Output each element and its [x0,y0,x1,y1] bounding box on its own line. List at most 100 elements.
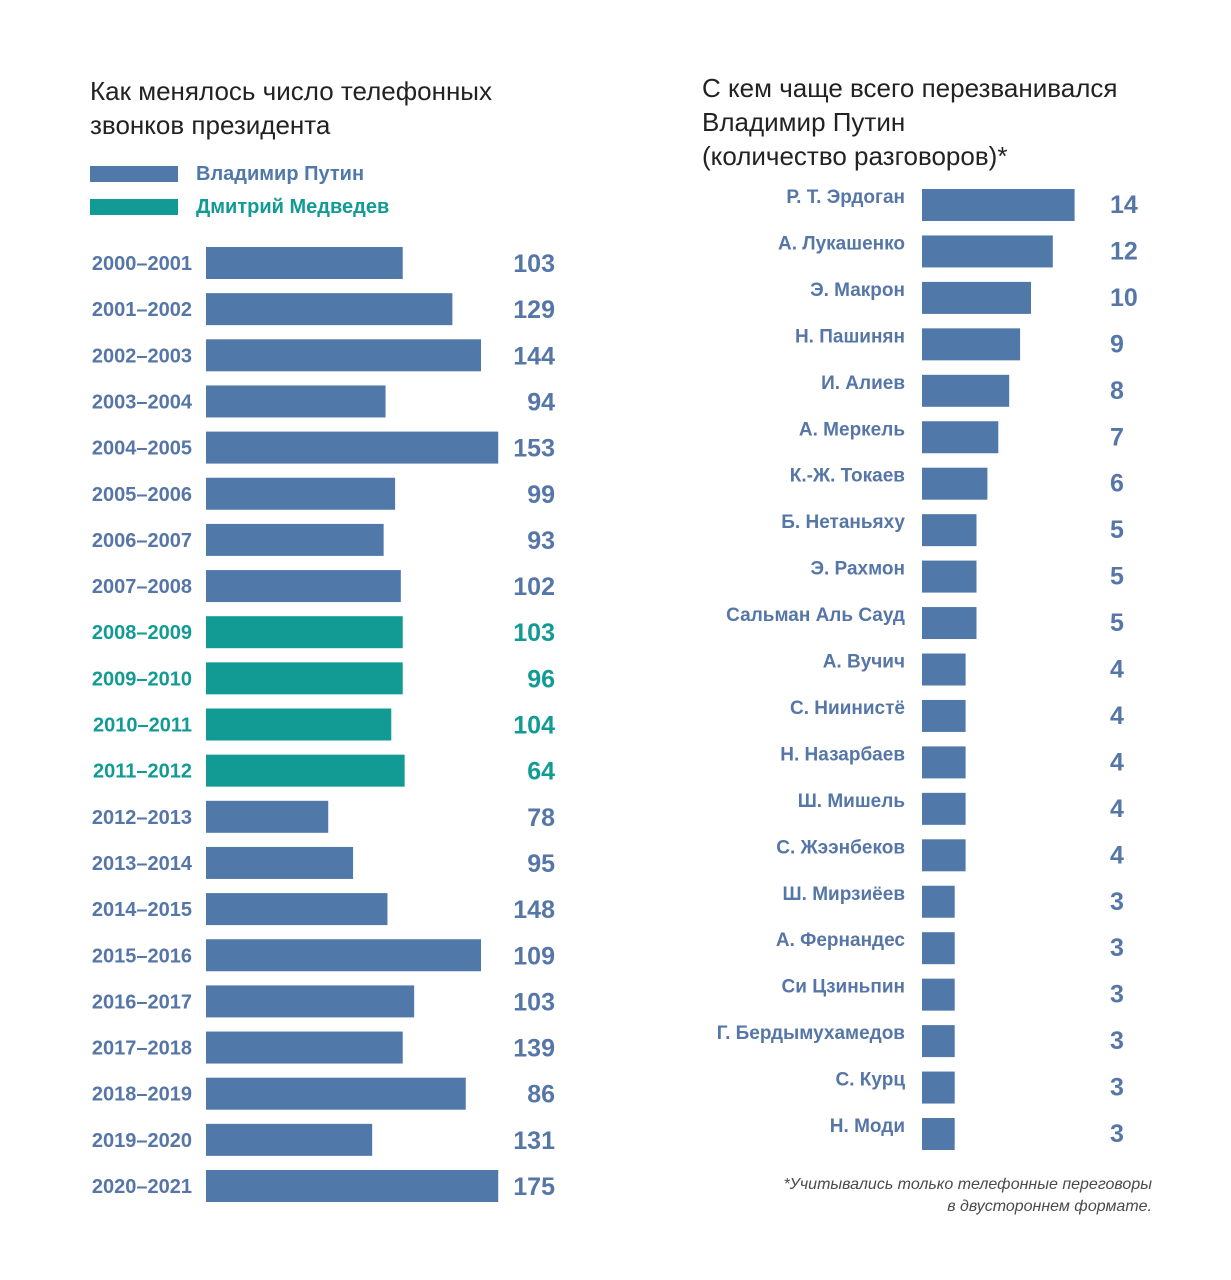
category-label: А. Фернандес [776,930,906,951]
category-label: 2003–2004 [92,391,193,413]
value-label: 109 [513,942,555,970]
value-label: 129 [513,296,555,324]
category-label: 2010–2011 [93,715,192,737]
bar [922,421,999,454]
category-label: А. Лукашенко [778,233,905,254]
bar [206,939,482,972]
category-label: Ш. Мишель [798,791,905,812]
bar [206,570,401,603]
value-label: 95 [527,850,555,878]
value-label: 3 [1110,934,1124,962]
bar [206,708,392,741]
value-label: 12 [1110,237,1138,265]
value-label: 94 [527,388,555,416]
footnote: *Учитывались только телефонные переговор… [783,1176,1152,1215]
value-label: 64 [527,758,555,786]
bar [922,978,955,1011]
left-bar-chart: 2000–2001 103 2001–2002 129 2002–2003 144 2003… [92,247,555,1202]
category-label: 2002–2003 [92,345,192,367]
bar [206,800,329,833]
value-label: 5 [1110,609,1124,637]
category-label: 2019–2020 [92,1130,192,1152]
category-label: 2018–2019 [92,1084,192,1106]
category-label: 2014–2015 [92,899,192,921]
value-label: 8 [1110,377,1124,405]
category-label: Н. Моди [830,1116,905,1137]
value-label: 144 [513,342,555,370]
bar [922,792,966,825]
bar [206,1031,403,1064]
category-label: Б. Нетаньяху [781,512,905,533]
legend-swatch-medvedev [90,199,178,215]
category-label: А. Вучич [823,652,905,673]
value-label: 93 [527,527,555,555]
value-label: 4 [1110,748,1124,776]
value-label: 103 [513,988,555,1016]
bar [922,189,1075,221]
value-label: 3 [1110,1027,1124,1055]
legend-label-putin: Владимир Путин [196,162,365,185]
bar [922,1071,955,1104]
bar [922,560,977,593]
bar [922,885,955,918]
bar [206,523,384,556]
left-chart-title: Как менялось число телефонных звонков пр… [90,76,492,140]
value-label: 3 [1110,981,1124,1009]
bar [922,1025,955,1058]
value-label: 4 [1110,656,1124,684]
category-label: 2016–2017 [92,991,192,1013]
bar [206,477,396,510]
bar [206,339,482,372]
value-label: 4 [1110,841,1124,869]
category-label: Ш. Мирзиёев [783,884,905,905]
bar [922,746,966,779]
category-label: 2000–2001 [92,253,192,275]
category-label: 2006–2007 [92,530,192,552]
value-label: 78 [527,804,555,832]
value-label: 96 [527,665,555,693]
value-label: 103 [513,250,555,278]
bar [922,839,966,872]
legend-label-medvedev: Дмитрий Медведев [196,195,390,218]
value-label: 99 [527,481,555,509]
category-label: 2013–2014 [92,853,193,875]
bar [922,281,1031,314]
category-label: Р. Т. Эрдоган [786,187,905,208]
bar [922,1118,955,1150]
value-label: 7 [1110,423,1124,451]
category-label: И. Алиев [821,373,905,394]
category-label: 2012–2013 [92,807,192,829]
category-label: 2007–2008 [92,576,192,598]
bar [206,431,499,464]
category-label: С. Ниинистё [790,698,905,719]
category-label: Э. Макрон [810,280,905,301]
value-label: 148 [513,896,555,924]
bar [206,1123,373,1156]
value-label: 4 [1110,702,1124,730]
category-label: Сальман Аль Сауд [726,605,905,626]
category-label: А. Меркель [799,419,905,440]
bar [922,514,977,547]
value-label: 86 [527,1081,555,1109]
category-label: Н. Назарбаев [780,744,905,765]
category-label: 2005–2006 [92,484,192,506]
category-label: 2015–2016 [92,945,192,967]
value-label: 5 [1110,563,1124,591]
category-label: С. Курц [836,1070,906,1091]
bar [922,374,1010,407]
value-label: 131 [513,1127,555,1155]
category-label: 2011–2012 [93,761,192,783]
bar [206,293,453,326]
category-label: 2001–2002 [92,299,192,321]
legend-swatch-putin [90,166,178,182]
value-label: 103 [513,619,555,647]
bar [922,328,1021,361]
value-label: 153 [513,435,555,463]
bar [206,385,386,418]
bar [922,607,977,640]
value-label: 10 [1110,284,1138,312]
category-label: 2009–2010 [92,668,192,690]
category-label: Э. Рахмон [810,559,905,580]
value-label: 4 [1110,795,1124,823]
category-label: Г. Бердымухамедов [717,1023,905,1044]
